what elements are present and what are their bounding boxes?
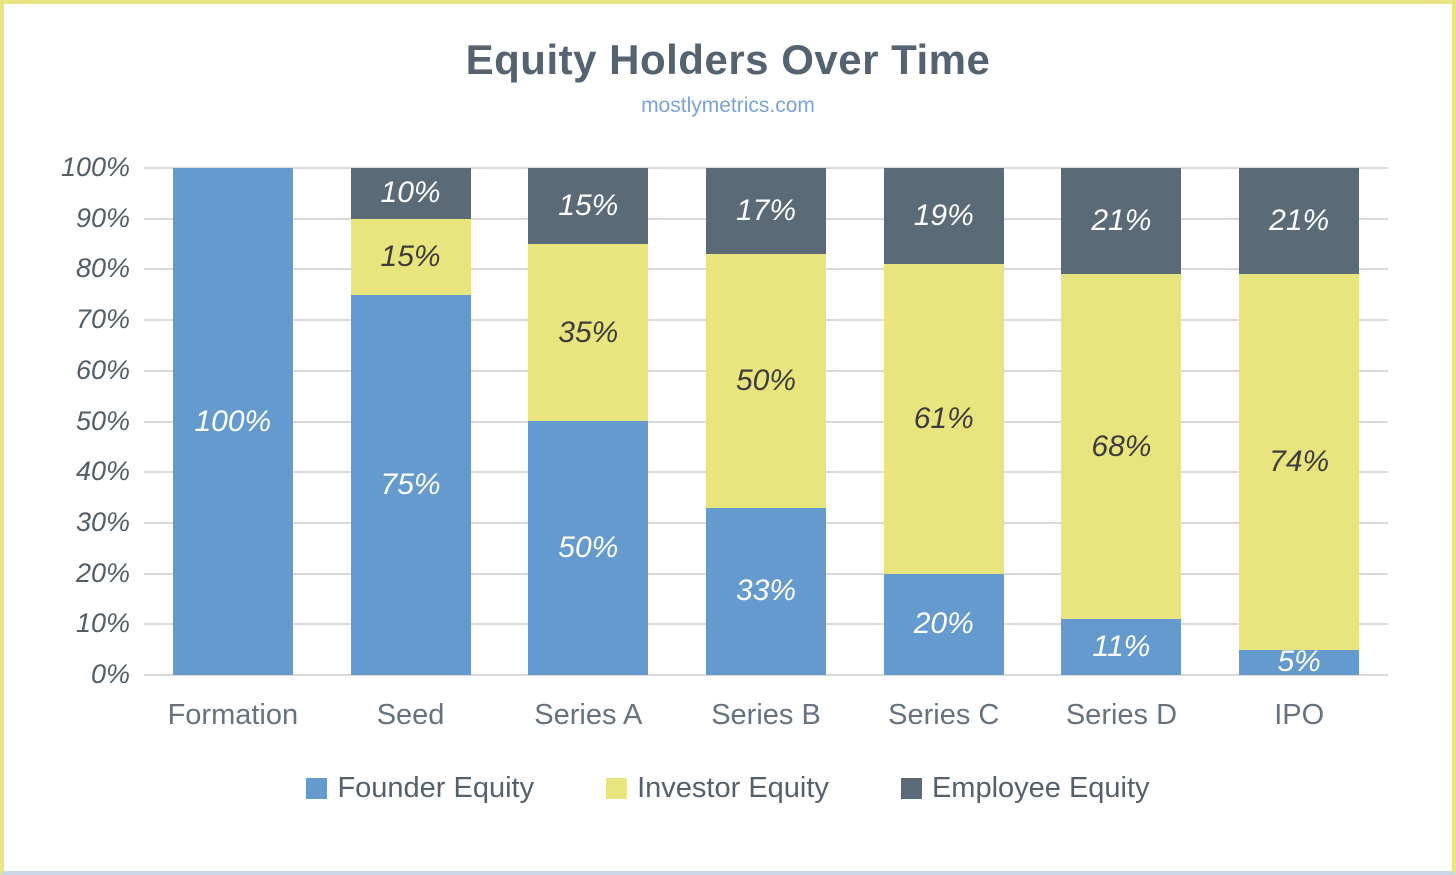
bar-group: 19% 61% 20% [855,168,1033,675]
x-axis-category-label: IPO [1274,699,1325,731]
bar-value-label: 21% [1269,204,1330,238]
y-axis-tick-label: 20% [75,557,130,588]
plot-area: 100% 10% 15% 75% 15% 35% 50% 17% 50% 33% 19% 61% 20%… [144,167,1388,679]
y-axis-tick-label: 80% [75,253,130,284]
y-axis-tick-label: 50% [75,405,130,436]
bar-segment: 15% [528,168,649,245]
bar-segment: 17% [706,168,827,255]
bar-group: 15% 35% 50% [499,168,677,675]
bar-value-label: 74% [1269,445,1330,479]
bar-value-label: 10% [380,176,441,210]
stacked-bar: 19% 61% 20% [883,168,1004,675]
bar-group: 10% 15% 75% [322,168,500,675]
legend-label: Investor Equity [637,772,829,804]
y-axis-tick-label: 0% [90,659,130,689]
bar-segment: 10% [350,168,471,219]
legend-label: Employee Equity [931,772,1150,804]
y-axis-tick-label: 10% [75,608,130,639]
x-axis-category-label: Series C [888,699,1000,731]
stacked-bar: 15% 35% 50% [528,168,649,675]
bar-value-label: 50% [558,531,619,565]
bar-value-label: 15% [558,189,619,223]
stacked-bar-chart: 0% 10% 20% 30% 40% 50% 60% 70% 80% 90% 100% 100% 10… [4,154,1452,732]
bar-value-label: 35% [558,315,619,349]
stacked-bar: 10% 15% 75% [350,168,471,675]
bars-container: 100% 10% 15% 75% 15% 35% 50% 17% 50% 33% 19% 61% 20%… [144,168,1388,679]
x-axis-category-label: Series B [711,699,821,731]
stacked-bar: 100% [172,168,293,675]
bar-segment: 21% [1061,168,1182,275]
bar-value-label: 61% [913,401,974,435]
x-axis-category-label: Series D [1065,699,1178,731]
legend-label: Founder Equity [337,772,535,804]
x-axis-category-label: Series A [534,699,643,731]
y-axis: 0% 10% 20% 30% 40% 50% 60% 70% 80% 90% 100% [16,154,144,688]
y-axis-tick-label: 60% [75,354,130,385]
stacked-bar: 21% 68% 11% [1061,168,1182,675]
x-axis-category-label: Seed [376,699,445,731]
legend-item: Investor Equity [606,772,829,805]
bar-group: 17% 50% 33% [677,168,855,675]
bar-group: 21% 74% 5% [1210,168,1388,679]
bar-segment: 50% [528,421,649,675]
legend-swatch [606,778,628,799]
y-axis-tick-label: 90% [75,202,130,233]
bar-segment: 11% [1061,619,1182,675]
bar-segment: 75% [350,294,471,675]
bar-value-label: 68% [1091,429,1152,463]
bar-group: 100% [144,168,322,675]
bar-value-label: 75% [380,467,441,501]
y-axis-tick-label: 100% [60,152,130,182]
bar-segment: 100% [172,168,293,675]
y-axis-tick-label: 30% [75,506,130,537]
gridline [144,674,1388,676]
legend-item: Employee Equity [900,772,1150,805]
bar-value-label: 15% [380,239,441,273]
bar-segment: 35% [528,244,649,422]
bar-segment: 20% [883,573,1004,675]
legend: Founder Equity Investor Equity Employee Eq… [4,772,1452,805]
y-axis-tick-label: 70% [75,304,130,335]
bar-value-label: 19% [913,199,974,233]
bar-value-label: 33% [735,574,797,608]
bar-value-label: 20% [913,607,974,641]
plot-row: 0% 10% 20% 30% 40% 50% 60% 70% 80% 90% 100% 100% 10… [16,154,1388,688]
bar-value-label: 11% [1092,630,1151,664]
x-axis: Formation Seed Series A Series B Series C Ser… [144,699,1388,732]
legend-item: Founder Equity [306,772,534,805]
bar-group: 21% 68% 11% [1033,168,1211,675]
stacked-bar: 17% 50% 33% [706,168,827,675]
bar-segment: 68% [1061,274,1182,620]
chart-header: Equity Holders Over Time mostlymetrics.c… [4,4,1452,118]
chart-title: Equity Holders Over Time [465,36,991,83]
bar-value-label: 50% [735,363,797,397]
bar-value-label: 100% [194,404,272,438]
stacked-bar: 21% 74% 5% [1239,168,1360,679]
y-axis-tick-label: 40% [75,456,130,487]
bar-segment: 15% [350,218,471,295]
bar-segment: 19% [883,168,1004,265]
legend-swatch [900,778,922,799]
bar-value-label: 21% [1091,204,1152,238]
bar-segment: 5% [1239,645,1360,679]
bar-segment: 61% [883,264,1004,574]
chart-subtitle: mostlymetrics.com [641,94,815,117]
bar-segment: 74% [1239,274,1360,650]
bar-segment: 33% [706,507,827,675]
x-axis-category-label: Formation [167,699,299,731]
bar-segment: 21% [1239,168,1360,275]
bar-segment: 50% [706,254,827,508]
bar-value-label: 5% [1277,645,1321,679]
bar-value-label: 17% [735,194,797,228]
legend-swatch [306,778,328,799]
